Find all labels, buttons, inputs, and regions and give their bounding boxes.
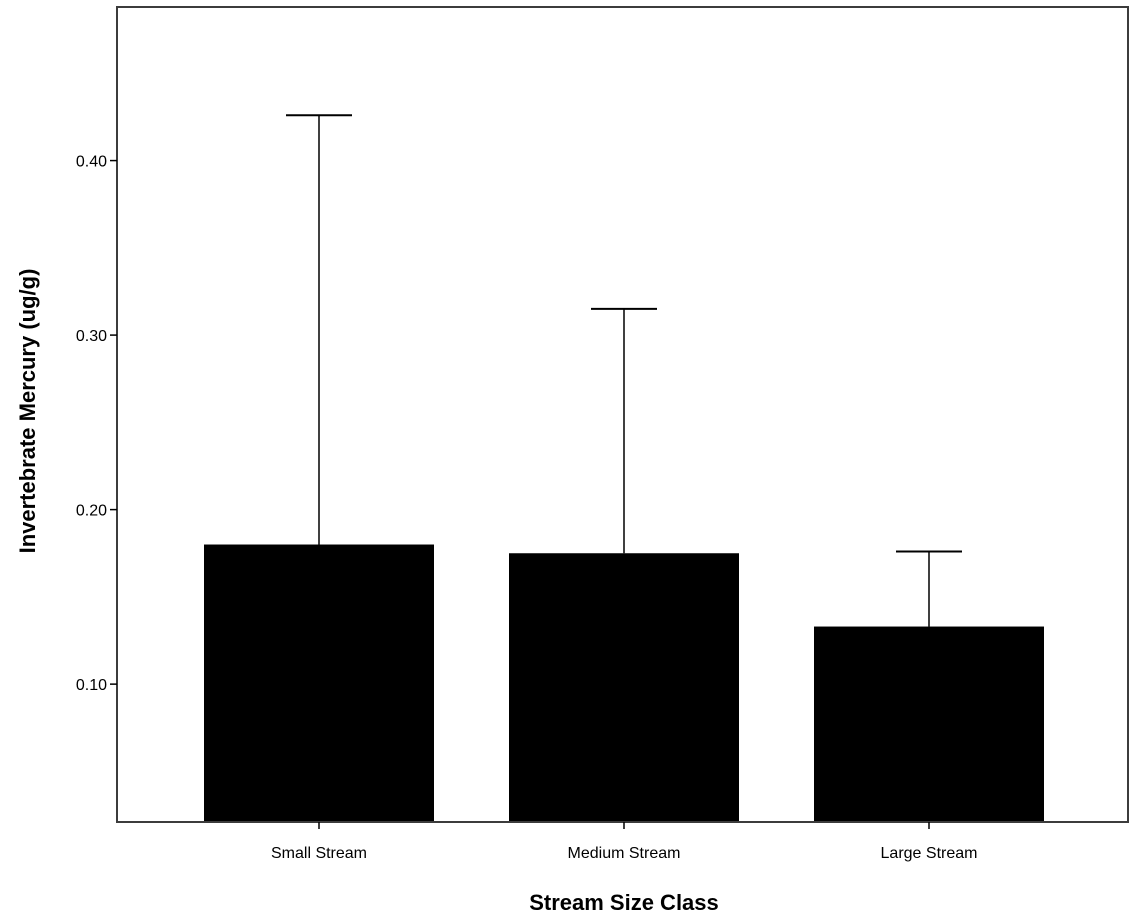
bars-layer xyxy=(204,544,1044,822)
bar-large-stream xyxy=(814,626,1044,822)
x-axis: Small Stream Medium Stream Large Stream xyxy=(271,822,977,862)
y-axis-title: Invertebrate Mercury (ug/g) xyxy=(15,269,40,554)
y-tick-label: 0.30 xyxy=(76,328,107,345)
x-tick-label: Large Stream xyxy=(881,845,978,862)
x-tick-label: Medium Stream xyxy=(568,845,681,862)
plot-frame xyxy=(116,6,1129,823)
y-tick-label: 0.40 xyxy=(76,154,107,171)
bar-small-stream xyxy=(204,544,434,822)
x-axis-title: Stream Size Class xyxy=(529,890,719,915)
error-bars-layer xyxy=(286,114,962,627)
y-tick-label: 0.20 xyxy=(76,503,107,520)
x-tick-label: Small Stream xyxy=(271,845,367,862)
y-axis: 0.10 0.20 0.30 0.40 xyxy=(76,154,117,694)
bar-medium-stream xyxy=(509,553,739,822)
y-tick-label: 0.10 xyxy=(76,677,107,694)
